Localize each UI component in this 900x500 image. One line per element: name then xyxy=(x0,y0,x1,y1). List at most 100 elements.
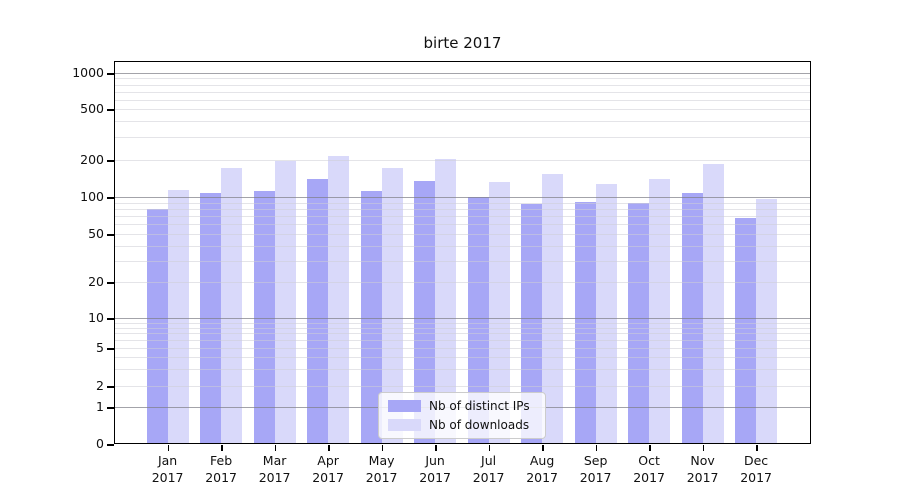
y-tick-label: 500 xyxy=(80,101,104,116)
legend-label-distinct-ips: Nb of distinct IPs xyxy=(429,399,530,413)
x-tick-label: Aug 2017 xyxy=(526,453,558,485)
gridline xyxy=(114,73,811,74)
y-tick-mark xyxy=(107,160,114,162)
y-tick-mark xyxy=(107,318,114,320)
y-tick-label: 0 xyxy=(96,436,104,451)
bar-downloads xyxy=(274,161,296,444)
x-tick-mark xyxy=(488,445,491,451)
bar-distinct-ips xyxy=(360,190,382,444)
y-tick-mark xyxy=(107,348,114,350)
x-tick-mark xyxy=(328,445,330,451)
y-tick-mark xyxy=(107,386,114,388)
gridline xyxy=(114,137,811,139)
x-tick-label: Oct 2017 xyxy=(633,453,665,485)
gridline xyxy=(114,109,811,110)
y-tick-label: 50 xyxy=(88,226,104,241)
y-tick-mark xyxy=(107,407,114,409)
gridline xyxy=(114,84,811,86)
gridline xyxy=(114,78,811,80)
plot-area xyxy=(114,61,811,444)
gridline xyxy=(114,91,811,93)
x-tick-mark xyxy=(649,445,651,451)
x-tick-label: Jun 2017 xyxy=(419,453,451,485)
bar-downloads xyxy=(542,174,564,444)
x-tick-mark xyxy=(595,445,598,451)
bar-downloads xyxy=(595,184,617,444)
gridline xyxy=(114,99,811,101)
bar-downloads xyxy=(435,158,457,444)
legend-label-downloads: Nb of downloads xyxy=(429,418,530,432)
x-tick-mark xyxy=(221,445,223,451)
legend-item-distinct-ips: Nb of distinct IPs xyxy=(388,399,536,413)
legend: Nb of distinct IPs Nb of downloads xyxy=(378,392,546,439)
x-tick-label: Jul 2017 xyxy=(472,453,505,485)
x-tick-mark xyxy=(702,445,705,451)
bar-downloads xyxy=(221,168,243,444)
bar-distinct-ips xyxy=(307,179,329,444)
gridline xyxy=(114,260,811,262)
bar-downloads xyxy=(488,182,510,444)
x-tick-label: May 2017 xyxy=(365,453,398,485)
gridline xyxy=(114,318,811,319)
bar-distinct-ips xyxy=(521,204,543,444)
y-tick-mark xyxy=(107,234,114,236)
x-tick-label: Feb 2017 xyxy=(205,453,237,485)
y-tick-label: 20 xyxy=(88,274,104,289)
x-tick-label: Sep 2017 xyxy=(579,453,612,485)
gridline xyxy=(114,282,811,283)
y-tick-label: 1 xyxy=(96,399,104,414)
gridline xyxy=(114,224,811,226)
gridline xyxy=(114,234,811,235)
x-tick-label: Apr 2017 xyxy=(312,453,344,485)
bar-downloads xyxy=(167,190,189,444)
y-tick-label: 200 xyxy=(80,152,104,167)
gridline xyxy=(114,216,811,218)
grid-layer xyxy=(114,61,811,444)
x-tick-label: Jan 2017 xyxy=(151,453,184,485)
chart-title: birte 2017 xyxy=(423,34,502,52)
bar-distinct-ips xyxy=(414,180,436,444)
bar-distinct-ips xyxy=(467,197,489,444)
y-tick-mark xyxy=(107,109,114,111)
y-tick-label: 5 xyxy=(96,340,104,355)
legend-swatch-distinct-ips xyxy=(388,400,421,412)
gridline xyxy=(114,340,811,342)
x-tick-mark xyxy=(542,445,544,451)
bar-downloads xyxy=(649,179,671,444)
x-tick-label: Nov 2017 xyxy=(686,453,719,485)
x-tick-mark xyxy=(274,445,277,451)
bar-downloads xyxy=(381,168,403,444)
bars-layer xyxy=(114,61,811,444)
legend-swatch-downloads xyxy=(388,419,421,431)
y-tick-label: 10 xyxy=(88,310,104,325)
gridline xyxy=(114,386,811,387)
gridline xyxy=(114,197,811,198)
bar-downloads xyxy=(328,155,350,444)
gridline xyxy=(114,369,811,371)
bar-distinct-ips xyxy=(253,190,275,444)
y-tick-label: 100 xyxy=(80,189,104,204)
gridline xyxy=(114,208,811,210)
y-tick-mark xyxy=(107,282,114,284)
bar-distinct-ips xyxy=(735,218,757,444)
legend-item-downloads: Nb of downloads xyxy=(388,418,536,432)
bar-distinct-ips xyxy=(146,208,168,444)
gridline xyxy=(114,322,811,324)
x-tick-mark xyxy=(435,445,437,451)
y-tick-label: 2 xyxy=(96,378,104,393)
y-tick-mark xyxy=(107,73,114,75)
x-tick-mark xyxy=(756,445,758,451)
gridline xyxy=(114,202,811,204)
x-tick-label: Dec 2017 xyxy=(740,453,772,485)
y-tick-mark xyxy=(107,444,114,446)
gridline xyxy=(114,327,811,329)
y-tick-mark xyxy=(107,197,114,199)
bar-downloads xyxy=(756,198,778,444)
gridline xyxy=(114,357,811,359)
gridline xyxy=(114,333,811,335)
gridline xyxy=(114,121,811,123)
y-tick-label: 1000 xyxy=(72,65,104,80)
x-tick-mark xyxy=(167,445,170,451)
gridline xyxy=(114,245,811,247)
